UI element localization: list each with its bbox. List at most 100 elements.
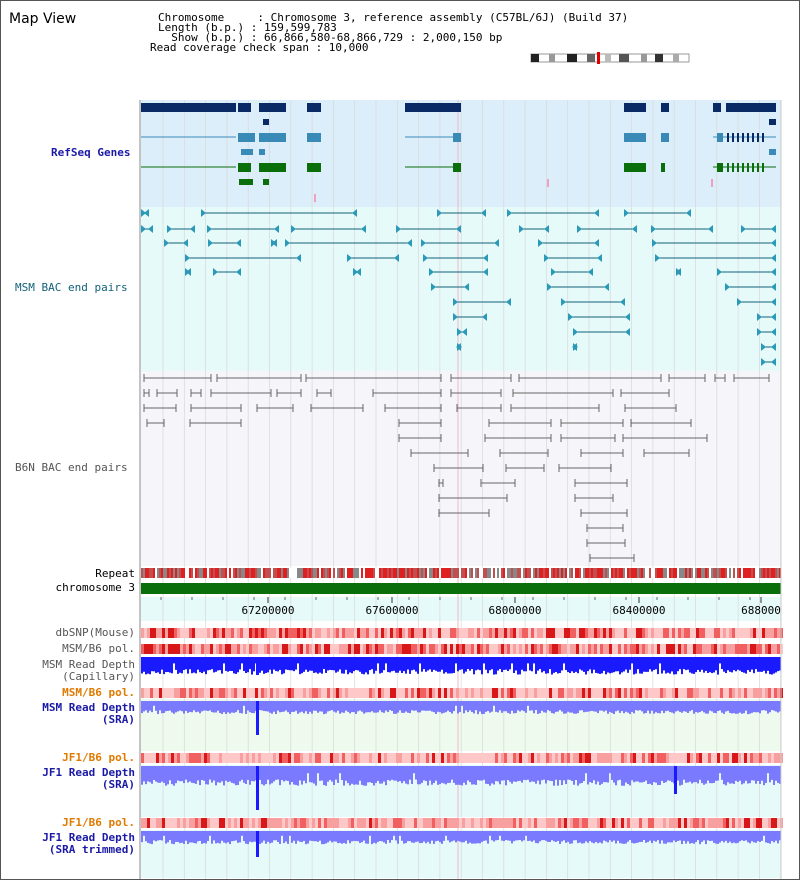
depth-bar [261, 701, 263, 711]
depth-bar [471, 766, 473, 785]
depth-bar [511, 831, 513, 844]
repeat-block [747, 568, 749, 578]
track-label-msm-b6-pol-2[interactable]: MSM/B6 pol. [62, 686, 135, 699]
track-label-refseq[interactable]: RefSeq Genes [51, 146, 131, 159]
depth-bar [351, 831, 353, 842]
polymorphism-cell [474, 628, 477, 638]
track-label-b6n-bac[interactable]: B6N BAC end pairs [15, 461, 128, 474]
repeat-block [295, 568, 297, 578]
depth-bar [353, 831, 355, 841]
track-label-dbsnp[interactable]: dbSNP(Mouse) [55, 626, 135, 639]
depth-bar [681, 657, 683, 675]
depth-bar [373, 657, 375, 674]
depth-bar [575, 831, 577, 841]
depth-bar [461, 831, 463, 843]
bac-end [761, 358, 766, 366]
polymorphism-cell [321, 818, 324, 828]
depth-bar [655, 766, 657, 783]
repeat-block [405, 568, 407, 578]
depth-bar [619, 657, 621, 675]
polymorphism-cell [234, 753, 237, 763]
track-label-msm-bac[interactable]: MSM BAC end pairs [15, 281, 128, 294]
polymorphism-cell [390, 628, 393, 638]
polymorphism-cell [306, 753, 309, 763]
gene-exon [747, 163, 749, 172]
polymorphism-cell [528, 753, 531, 763]
depth-bar [623, 657, 625, 672]
polymorphism-cell [321, 688, 324, 698]
depth-bar [755, 831, 757, 843]
track-label-msm-b6-pol[interactable]: MSM/B6 pol. [62, 642, 135, 655]
depth-bar [359, 831, 361, 843]
repeat-block [631, 568, 633, 578]
depth-bar [437, 657, 439, 672]
depth-bar [751, 701, 753, 713]
polymorphism-cell [438, 628, 441, 638]
depth-bar [683, 701, 685, 712]
repeat-block [347, 568, 349, 578]
repeat-block [527, 568, 529, 578]
depth-bar [337, 831, 339, 844]
depth-bar [397, 701, 399, 713]
polymorphism-cell [276, 818, 279, 828]
depth-bar [501, 831, 503, 841]
depth-bar [583, 701, 585, 713]
polymorphism-cell [318, 753, 321, 763]
polymorphism-cell [255, 628, 258, 638]
depth-bar [691, 831, 693, 844]
depth-bar [317, 657, 319, 674]
depth-bar [575, 766, 577, 781]
depth-bar [507, 701, 509, 713]
track-label-jf1-b6-pol-2[interactable]: JF1/B6 pol. [62, 816, 135, 829]
polymorphism-cell [687, 644, 690, 654]
polymorphism-cell [153, 818, 156, 828]
polymorphism-cell [534, 688, 537, 698]
depth-bar [253, 766, 255, 782]
depth-bar [185, 657, 187, 670]
polymorphism-cell [636, 644, 639, 654]
track-label-msm-depth-capillary[interactable]: MSM Read Depth (Capillary) [42, 658, 135, 683]
polymorphism-cell [549, 644, 552, 654]
repeat-block [275, 568, 277, 578]
depth-bar [519, 701, 521, 712]
depth-bar [233, 657, 235, 674]
depth-bar [301, 657, 303, 674]
depth-bar [239, 657, 241, 670]
axis-tick-label: 68000000 [489, 604, 542, 617]
depth-bar [155, 701, 157, 711]
repeat-block [591, 568, 593, 578]
polymorphism-cell [681, 628, 684, 638]
track-label-repeat[interactable]: Repeat [95, 567, 135, 580]
polymorphism-cell [294, 628, 297, 638]
depth-bar [365, 766, 367, 786]
gene-exon [732, 133, 734, 142]
depth-bar [473, 831, 475, 844]
repeat-block [319, 568, 321, 578]
depth-bar [271, 657, 273, 674]
track-label-jf1-depth-sra[interactable]: JF1 Read Depth (SRA) [42, 766, 135, 791]
depth-bar [329, 831, 331, 841]
polymorphism-cell [228, 644, 231, 654]
track-label-jf1-b6-pol[interactable]: JF1/B6 pol. [62, 751, 135, 764]
polymorphism-cell [225, 753, 228, 763]
repeat-block [589, 568, 591, 578]
track-label-msm-depth-sra[interactable]: MSM Read Depth (SRA) [42, 701, 135, 726]
depth-bar [655, 701, 657, 713]
depth-bar [145, 657, 147, 675]
depth-bar [327, 831, 329, 843]
track-label-chromosome[interactable]: chromosome 3 [55, 581, 135, 594]
depth-bar [527, 701, 529, 706]
depth-bar [189, 657, 191, 670]
polymorphism-cell [495, 688, 498, 698]
depth-spike [256, 701, 259, 735]
polymorphism-cell [282, 644, 285, 654]
polymorphism-cell [174, 628, 177, 638]
depth-bar [143, 657, 145, 672]
track-label-jf1-depth-trimmed[interactable]: JF1 Read Depth (SRA trimmed) [42, 831, 135, 856]
depth-bar [185, 831, 187, 841]
polymorphism-cell [564, 644, 567, 654]
depth-bar [151, 831, 153, 845]
depth-bar [413, 701, 415, 711]
depth-bar [415, 766, 417, 780]
